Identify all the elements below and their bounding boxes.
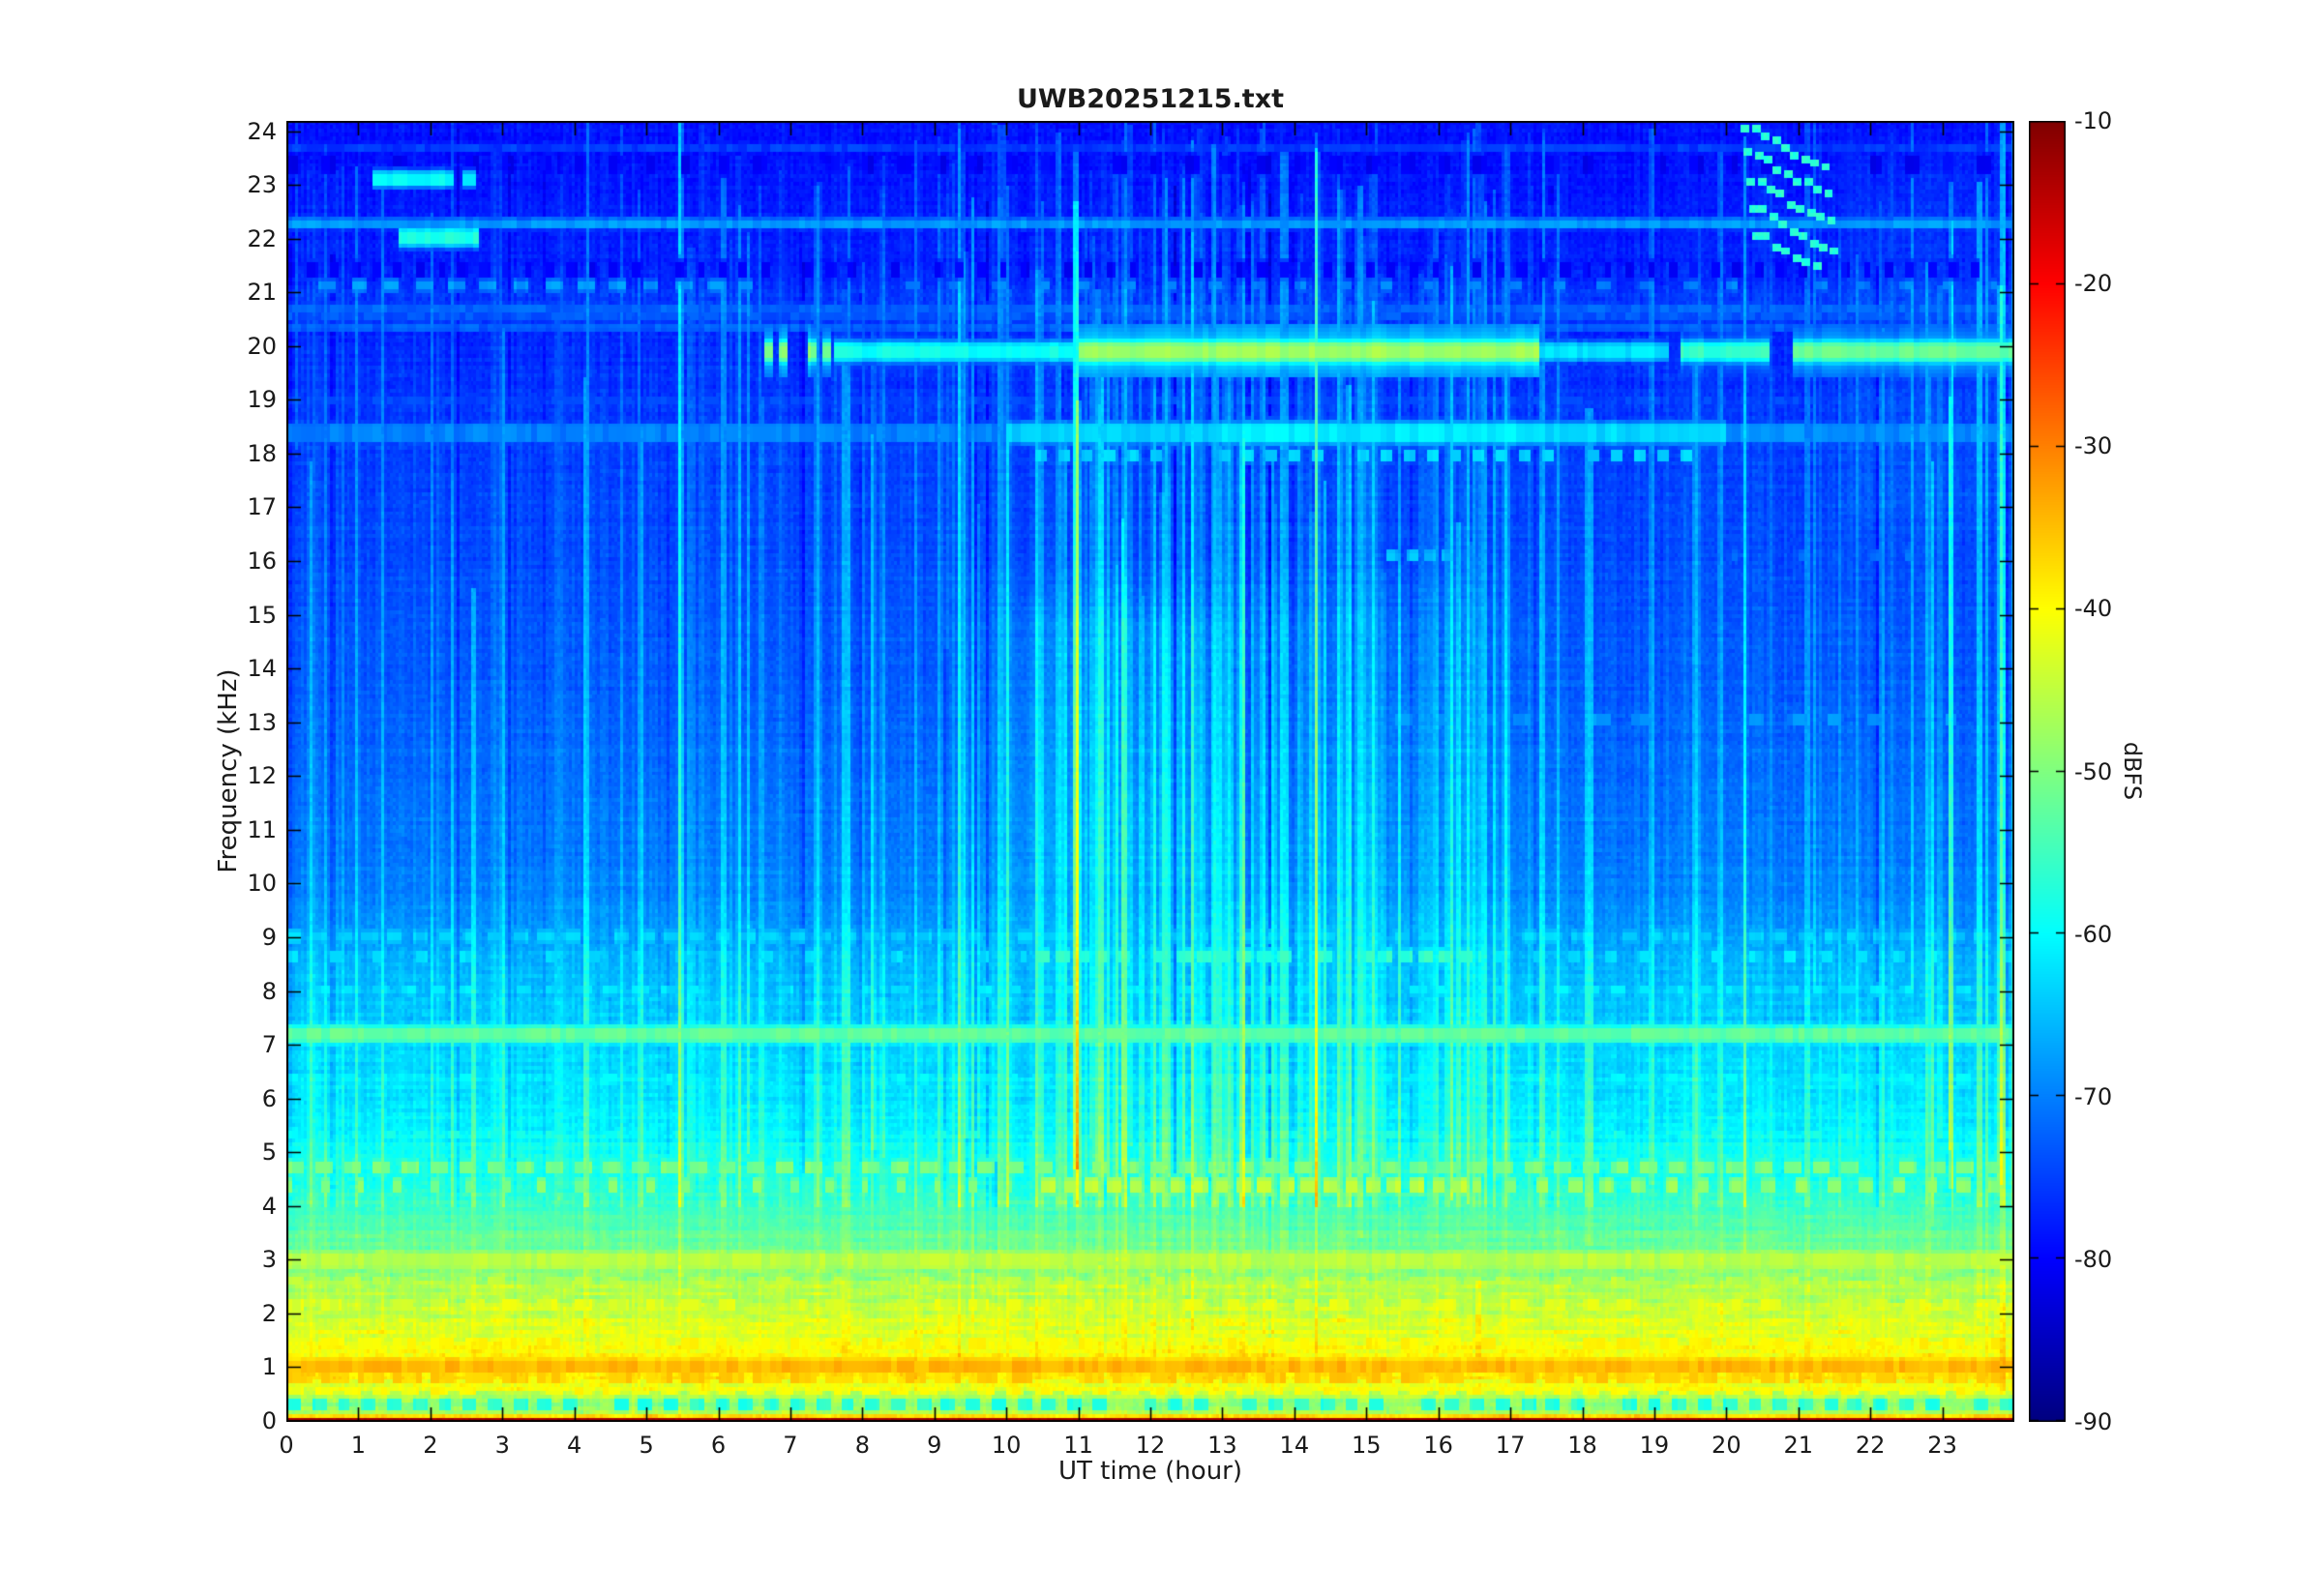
colorbar-tick-label: -30 bbox=[2074, 432, 2113, 460]
x-tick-label: 13 bbox=[1207, 1432, 1237, 1459]
x-tick-label: 4 bbox=[567, 1432, 582, 1459]
y-tick-label: 8 bbox=[261, 977, 277, 1005]
x-tick-label: 11 bbox=[1063, 1432, 1093, 1459]
y-tick-label: 12 bbox=[247, 762, 277, 790]
x-tick-label: 1 bbox=[350, 1432, 367, 1459]
colorbar-tick-label: -80 bbox=[2074, 1245, 2113, 1273]
y-tick-label: 19 bbox=[247, 386, 277, 414]
x-tick-label: 7 bbox=[783, 1432, 798, 1459]
x-tick-label: 18 bbox=[1567, 1432, 1597, 1459]
colorbar-tick-label: -40 bbox=[2074, 595, 2113, 623]
y-tick-label: 10 bbox=[247, 870, 277, 898]
y-tick-label: 15 bbox=[247, 601, 277, 629]
x-tick-label: 15 bbox=[1351, 1432, 1382, 1459]
x-tick-label: 10 bbox=[991, 1432, 1022, 1459]
x-tick-label: 6 bbox=[710, 1432, 727, 1459]
x-tick-label: 16 bbox=[1423, 1432, 1453, 1459]
x-tick-label: 20 bbox=[1712, 1432, 1742, 1459]
x-tick-label: 0 bbox=[279, 1432, 294, 1459]
x-tick-label: 3 bbox=[494, 1432, 510, 1459]
y-tick-label: 5 bbox=[261, 1138, 277, 1167]
colorbar-tick-label: -70 bbox=[2074, 1082, 2113, 1110]
x-tick-label: 9 bbox=[927, 1432, 942, 1459]
x-tick-label: 17 bbox=[1495, 1432, 1526, 1459]
x-tick-label: 14 bbox=[1279, 1432, 1310, 1459]
colorbar-tick-label: -90 bbox=[2074, 1408, 2113, 1435]
y-tick-label: 1 bbox=[261, 1353, 277, 1381]
y-tick-label: 21 bbox=[247, 279, 277, 307]
x-tick-label: 8 bbox=[854, 1432, 870, 1459]
y-tick-label: 16 bbox=[247, 547, 277, 576]
y-tick-label: 11 bbox=[247, 815, 277, 843]
colorbar-tick-label: -50 bbox=[2074, 757, 2113, 785]
x-axis-label: UT time (hour) bbox=[1057, 1457, 1243, 1486]
colorbar-tick-label: -20 bbox=[2074, 270, 2113, 298]
x-tick-label: 5 bbox=[639, 1432, 654, 1459]
y-tick-label: 17 bbox=[247, 493, 277, 521]
x-tick-label: 12 bbox=[1135, 1432, 1166, 1459]
y-tick-label: 7 bbox=[261, 1031, 277, 1059]
x-tick-label: 23 bbox=[1927, 1432, 1957, 1459]
y-tick-label: 22 bbox=[247, 224, 277, 252]
x-tick-label: 21 bbox=[1783, 1432, 1814, 1459]
x-tick-label: 19 bbox=[1639, 1432, 1670, 1459]
y-tick-label: 9 bbox=[261, 923, 277, 951]
x-tick-label: 22 bbox=[1855, 1432, 1886, 1459]
y-tick-label: 24 bbox=[247, 117, 277, 145]
x-tick-label: 2 bbox=[423, 1432, 438, 1459]
y-tick-label: 3 bbox=[261, 1246, 277, 1274]
y-tick-label: 13 bbox=[247, 708, 277, 736]
y-tick-label: 0 bbox=[261, 1407, 277, 1434]
y-tick-label: 2 bbox=[261, 1299, 277, 1327]
y-tick-label: 14 bbox=[247, 655, 277, 683]
y-tick-label: 6 bbox=[261, 1084, 277, 1112]
colorbar-tick-label: -60 bbox=[2074, 920, 2113, 948]
y-tick-label: 4 bbox=[261, 1192, 277, 1220]
y-tick-label: 23 bbox=[247, 171, 277, 199]
colorbar-tick-label: -10 bbox=[2074, 107, 2113, 134]
spectrogram-plot-area bbox=[286, 121, 2014, 1422]
plot-title: UWB20251215.txt bbox=[1016, 84, 1285, 114]
y-tick-label: 18 bbox=[247, 439, 277, 467]
y-tick-label: 20 bbox=[247, 332, 277, 360]
colorbar bbox=[2029, 121, 2066, 1422]
